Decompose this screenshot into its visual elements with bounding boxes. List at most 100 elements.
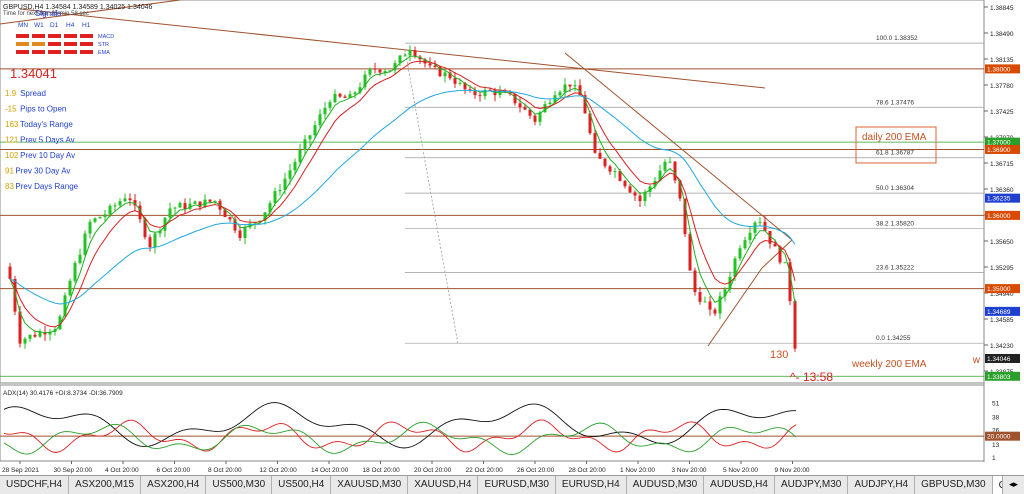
candle-body[interactable] — [193, 201, 197, 204]
candle-body[interactable] — [693, 270, 697, 293]
candle-body[interactable] — [293, 161, 297, 171]
trendline[interactable] — [761, 239, 793, 269]
candle-body[interactable] — [658, 170, 662, 181]
chart-tab[interactable]: AUDUSD,M30 — [627, 476, 705, 494]
candle-body[interactable] — [728, 276, 732, 290]
candle-body[interactable] — [253, 222, 257, 224]
candle-body[interactable] — [18, 311, 22, 344]
candle-body[interactable] — [48, 331, 52, 335]
candle-body[interactable] — [413, 50, 417, 57]
candle-body[interactable] — [453, 78, 457, 84]
candle-body[interactable] — [583, 95, 587, 114]
candle-body[interactable] — [778, 246, 782, 263]
trendline[interactable] — [19, 8, 766, 89]
candle-body[interactable] — [473, 90, 477, 96]
candle-body[interactable] — [783, 262, 787, 264]
candle-body[interactable] — [788, 262, 792, 302]
candle-body[interactable] — [548, 102, 552, 105]
candle-body[interactable] — [683, 198, 687, 235]
candle-body[interactable] — [243, 227, 247, 238]
candle-body[interactable] — [753, 222, 757, 233]
candle-body[interactable] — [283, 178, 287, 191]
candle-body[interactable] — [153, 233, 157, 248]
candle-body[interactable] — [703, 301, 707, 303]
candle-body[interactable] — [408, 50, 412, 56]
candle-body[interactable] — [713, 309, 717, 314]
candle-body[interactable] — [483, 89, 487, 97]
candle-body[interactable] — [288, 170, 292, 179]
candle-body[interactable] — [558, 92, 562, 96]
candle-body[interactable] — [468, 89, 472, 91]
candle-body[interactable] — [133, 200, 137, 206]
candle-body[interactable] — [758, 221, 762, 223]
candle-body[interactable] — [638, 195, 642, 202]
candle-body[interactable] — [298, 149, 302, 162]
candle-body[interactable] — [113, 205, 117, 207]
candle-body[interactable] — [58, 316, 62, 330]
chart-tab[interactable]: US500,H4 — [272, 476, 332, 494]
ema-slow-line[interactable] — [9, 89, 796, 305]
candle-body[interactable] — [308, 135, 312, 140]
candle-body[interactable] — [28, 334, 32, 339]
candle-body[interactable] — [498, 91, 502, 96]
candle-body[interactable] — [628, 186, 632, 193]
candle-body[interactable] — [313, 125, 317, 136]
candle-body[interactable] — [768, 230, 772, 244]
candle-body[interactable] — [78, 254, 82, 264]
candle-body[interactable] — [543, 104, 547, 113]
trendline[interactable] — [707, 267, 763, 347]
candle-body[interactable] — [383, 71, 387, 73]
candle-body[interactable] — [588, 113, 592, 134]
trendline[interactable] — [0, 0, 181, 25]
candle-body[interactable] — [93, 218, 97, 222]
chart-tab[interactable]: ASX200,H4 — [141, 476, 207, 494]
candle-body[interactable] — [168, 208, 172, 218]
candle-body[interactable] — [443, 72, 447, 77]
candle-body[interactable] — [718, 296, 722, 314]
candle-body[interactable] — [733, 258, 737, 277]
candle-body[interactable] — [278, 190, 282, 192]
candle-body[interactable] — [143, 219, 147, 238]
candle-body[interactable] — [98, 217, 102, 219]
candle-body[interactable] — [173, 207, 177, 209]
candle-body[interactable] — [163, 217, 167, 231]
candle-body[interactable] — [648, 186, 652, 192]
candle-body[interactable] — [198, 201, 202, 208]
candle-body[interactable] — [738, 248, 742, 259]
adx-main-line[interactable] — [3, 402, 796, 449]
candle-body[interactable] — [238, 230, 242, 238]
candle-body[interactable] — [568, 84, 572, 87]
candle-body[interactable] — [578, 85, 582, 96]
candle-body[interactable] — [13, 278, 17, 312]
chart-tab[interactable]: USDCHF,H4 — [0, 476, 70, 494]
candle-body[interactable] — [233, 219, 237, 231]
candle-body[interactable] — [743, 240, 747, 249]
candle-body[interactable] — [183, 203, 187, 209]
candle-body[interactable] — [318, 114, 322, 126]
candle-body[interactable] — [88, 221, 92, 234]
adx-panel[interactable] — [0, 384, 985, 462]
adx-plus-di-line[interactable] — [3, 421, 797, 456]
candle-body[interactable] — [673, 161, 677, 181]
candle-body[interactable] — [363, 74, 367, 88]
candle-body[interactable] — [223, 209, 227, 218]
candle-body[interactable] — [488, 89, 492, 91]
candle-body[interactable] — [208, 199, 212, 202]
candle-body[interactable] — [438, 66, 442, 77]
candle-body[interactable] — [513, 94, 517, 104]
chart-tab[interactable]: AUDUSD,H4 — [704, 476, 775, 494]
candle-body[interactable] — [178, 203, 182, 208]
candle-body[interactable] — [188, 203, 192, 209]
candle-body[interactable] — [358, 87, 362, 93]
candle-body[interactable] — [708, 301, 712, 310]
chart-tab[interactable]: US500,M30 — [206, 476, 273, 494]
candle-body[interactable] — [773, 243, 777, 247]
candle-body[interactable] — [373, 68, 377, 70]
candle-body[interactable] — [23, 338, 27, 344]
candle-body[interactable] — [273, 191, 277, 204]
candle-body[interactable] — [448, 72, 452, 79]
candle-body[interactable] — [103, 214, 107, 218]
candle-body[interactable] — [368, 68, 372, 75]
candle-body[interactable] — [528, 109, 532, 116]
candle-body[interactable] — [623, 180, 627, 187]
